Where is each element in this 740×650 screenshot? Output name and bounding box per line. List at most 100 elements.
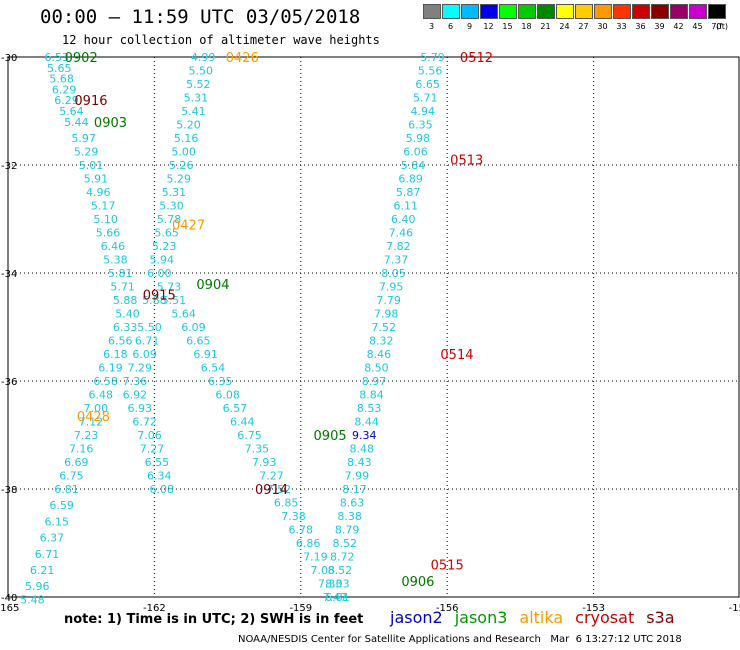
color-scale-legend: 3 6 9 12 15 18 21 24 27 30 33 36 39 42 45 70 bbox=[422, 4, 726, 31]
footnote: note: 1) Time is in UTC; 2) SWH is in fe… bbox=[64, 612, 364, 627]
wave-height-value: 8.03 bbox=[325, 578, 350, 591]
wave-height-value: 6.93 bbox=[128, 402, 153, 415]
color-scale-bin: 30 bbox=[593, 4, 612, 31]
color-scale-label: 18 bbox=[521, 22, 532, 31]
legend-entry-s3a: s3a bbox=[646, 608, 675, 627]
longitude-tick-label: -159 bbox=[289, 603, 312, 614]
wave-height-value: 5.64 bbox=[171, 308, 196, 321]
wave-height-value: 5.88 bbox=[142, 294, 167, 307]
wave-height-value: 6.06 bbox=[403, 146, 428, 159]
wave-height-value: 5.87 bbox=[396, 186, 421, 199]
wave-height-value: 7.06 bbox=[137, 429, 162, 442]
wave-height-value: 6.65 bbox=[186, 335, 211, 348]
wave-height-value: 8.05 bbox=[381, 267, 406, 280]
color-scale-swatch bbox=[612, 4, 631, 19]
wave-height-value: 5.00 bbox=[171, 146, 196, 159]
color-scale-label: 42 bbox=[673, 22, 684, 31]
wave-height-value: 7.27 bbox=[140, 443, 165, 456]
wave-height-value: 6.11 bbox=[393, 200, 418, 213]
color-scale-label: 24 bbox=[559, 22, 570, 31]
longitude-tick-label: -156 bbox=[436, 603, 459, 614]
wave-height-value: 6.46 bbox=[101, 240, 126, 253]
wave-height-value: 8.43 bbox=[347, 456, 372, 469]
wave-height-value: 5.29 bbox=[74, 146, 99, 159]
color-scale-bin: 9 bbox=[460, 4, 479, 31]
color-scale-label: 70 bbox=[711, 22, 722, 31]
longitude-tick-label: -162 bbox=[143, 603, 166, 614]
wave-height-value: 7.37 bbox=[384, 254, 409, 267]
wave-height-value: 5.71 bbox=[110, 281, 135, 294]
wave-height-value: 6.86 bbox=[296, 537, 321, 550]
pass-time-label: 0914 bbox=[255, 483, 288, 498]
wave-height-value: 5.20 bbox=[176, 119, 201, 132]
wave-height-value: 8.63 bbox=[340, 497, 365, 510]
wave-height-value: 6.69 bbox=[64, 456, 89, 469]
pass-time-label: 0904 bbox=[196, 278, 229, 293]
wave-height-value: 7.00 bbox=[84, 402, 109, 415]
wave-height-value: 6.34 bbox=[147, 470, 172, 483]
wave-height-value: 5.16 bbox=[174, 132, 199, 145]
color-scale-swatch bbox=[422, 4, 441, 19]
color-scale-label: 9 bbox=[466, 22, 473, 31]
color-scale-label: 3 bbox=[428, 22, 435, 31]
wave-height-value: 7.79 bbox=[376, 294, 401, 307]
pass-time-label: 0916 bbox=[74, 94, 107, 109]
wave-height-value: 8.53 bbox=[357, 402, 382, 415]
satellite-legend: jason2 jason3 altika cryosat s3a bbox=[390, 608, 687, 627]
wave-height-value: 5.78 bbox=[157, 213, 182, 226]
wave-height-value: 5.44 bbox=[64, 116, 89, 129]
wave-height-value: 6.92 bbox=[123, 389, 148, 402]
color-scale-label: 30 bbox=[597, 22, 608, 31]
pass-time-label: 0427 bbox=[172, 218, 205, 233]
wave-height-value: 7.19 bbox=[303, 551, 328, 564]
legend-entry-altika: altika bbox=[519, 608, 564, 627]
wave-height-value: 6.59 bbox=[49, 499, 74, 512]
wave-height-value: 6.81 bbox=[325, 591, 350, 604]
color-scale-bin: 15 bbox=[498, 4, 517, 31]
wave-height-value: 8.79 bbox=[335, 524, 360, 537]
wave-height-value: 5.73 bbox=[157, 281, 182, 294]
wave-height-value: 5.91 bbox=[84, 173, 109, 186]
wave-height-value: 6.57 bbox=[223, 402, 248, 415]
color-scale-swatch bbox=[460, 4, 479, 19]
wave-height-value: 5.41 bbox=[181, 105, 206, 118]
color-scale-bin: 33 bbox=[612, 4, 631, 31]
wave-height-value: 7.99 bbox=[345, 470, 370, 483]
wave-height-value: 6.72 bbox=[132, 416, 157, 429]
wave-height-value: 8.38 bbox=[337, 510, 362, 523]
pass-time-label: 0515 bbox=[431, 559, 464, 574]
pass-time-label: 0512 bbox=[460, 51, 493, 66]
wave-height-value: 5.48 bbox=[20, 594, 45, 607]
wave-height-value: 6.18 bbox=[103, 348, 128, 361]
wave-height-value: 5.50 bbox=[137, 321, 162, 334]
color-scale-label: 33 bbox=[616, 22, 627, 31]
wave-height-value: 5.65 bbox=[47, 62, 72, 75]
wave-height-value: 5.84 bbox=[401, 159, 426, 172]
wave-height-value: 7.33 bbox=[318, 578, 343, 591]
wave-height-value: 5.17 bbox=[91, 200, 116, 213]
wave-height-value: 7.98 bbox=[374, 308, 399, 321]
wave-height-value: 5.52 bbox=[186, 78, 211, 91]
wave-height-value: 5.30 bbox=[159, 200, 184, 213]
wave-height-value: 8.72 bbox=[330, 551, 355, 564]
longitude-tick-label: -153 bbox=[582, 603, 605, 614]
color-scale-label: 27 bbox=[578, 22, 589, 31]
wave-height-value: 5.40 bbox=[115, 308, 140, 321]
color-scale-swatch bbox=[650, 4, 669, 19]
color-scale-swatch bbox=[479, 4, 498, 19]
color-scale-bin: 39 bbox=[650, 4, 669, 31]
latitude-tick-label: -34 bbox=[1, 269, 17, 280]
wave-height-value: 8.46 bbox=[367, 348, 392, 361]
wave-height-value: 5.98 bbox=[406, 132, 431, 145]
wave-height-value: 6.75 bbox=[59, 470, 84, 483]
wave-height-value: 5.50 bbox=[189, 65, 214, 78]
wave-height-value: 7.23 bbox=[74, 429, 99, 442]
wave-height-value: 5.68 bbox=[49, 73, 74, 86]
wave-height-value: 7.93 bbox=[252, 456, 277, 469]
wave-height-value: 5.81 bbox=[108, 267, 133, 280]
color-scale-bin: 27 bbox=[574, 4, 593, 31]
wave-height-value: 7.95 bbox=[379, 281, 404, 294]
page-title: 00:00 – 11:59 UTC 03/05/2018 bbox=[40, 6, 361, 28]
wave-height-value: 6.35 bbox=[408, 119, 433, 132]
wave-height-value: 5.96 bbox=[25, 580, 50, 593]
